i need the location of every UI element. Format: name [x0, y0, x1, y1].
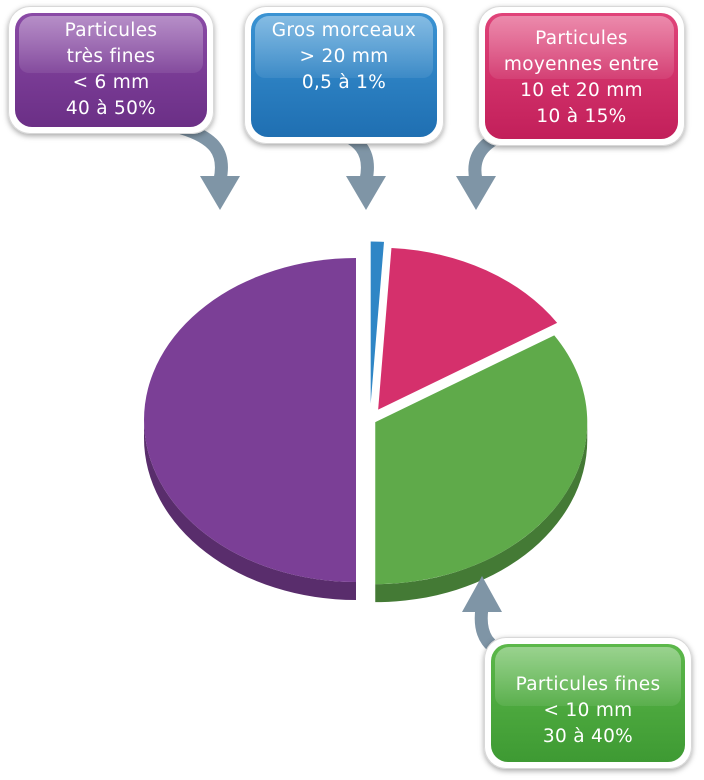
callout-line: Particules — [64, 20, 158, 41]
arrow-coarse-head — [346, 176, 386, 210]
callout-fine-particles: Particules fines < 10 mm 30 à 40% — [484, 637, 692, 769]
callout-very-fine-text: Particules très fines < 6 mm 40 à 50% — [15, 18, 207, 122]
callout-line: 0,5 à 1% — [301, 72, 387, 93]
callout-line: Particules — [535, 28, 628, 49]
pie-slices — [144, 241, 588, 603]
arrow-very-fine-head — [200, 176, 240, 210]
callout-line: Gros morceaux — [271, 20, 417, 41]
callout-line: 30 à 40% — [542, 726, 634, 747]
arrow-medium-head — [456, 176, 496, 210]
callout-coarse-text: Gros morceaux > 20 mm 0,5 à 1% — [251, 18, 437, 96]
pie-slice — [370, 241, 385, 404]
pie-slice — [375, 335, 588, 585]
callout-line: moyennes entre — [503, 54, 660, 75]
pie-slice — [378, 247, 558, 410]
callout-line: Particules fines — [515, 674, 661, 695]
arrow-fine-head — [462, 576, 502, 612]
callout-coarse-pieces: Gros morceaux > 20 mm 0,5 à 1% — [244, 6, 444, 144]
callout-medium-text: Particules moyennes entre 10 et 20 mm 10… — [485, 26, 678, 130]
pie-slice-side — [144, 420, 356, 600]
callout-very-fine-particles: Particules très fines < 6 mm 40 à 50% — [8, 6, 214, 134]
arrow-very-fine-shaft — [175, 121, 228, 187]
callout-line: < 10 mm — [543, 700, 633, 721]
callout-line: très fines — [66, 46, 156, 67]
callout-fine-body: Particules fines < 10 mm 30 à 40% — [491, 644, 685, 762]
callout-fine-text: Particules fines < 10 mm 30 à 40% — [491, 672, 685, 750]
callout-line: 40 à 50% — [65, 98, 157, 119]
callout-very-fine-body: Particules très fines < 6 mm 40 à 50% — [15, 13, 207, 127]
callout-line: > 20 mm — [299, 46, 389, 67]
callout-medium-body: Particules moyennes entre 10 et 20 mm 10… — [485, 13, 678, 139]
callout-line: 10 et 20 mm — [520, 80, 643, 101]
callout-line: < 6 mm — [72, 72, 150, 93]
pie-slice — [144, 258, 356, 582]
callout-coarse-body: Gros morceaux > 20 mm 0,5 à 1% — [251, 13, 437, 137]
callout-medium-particles: Particules moyennes entre 10 et 20 mm 10… — [478, 6, 685, 146]
pie-slice-side — [375, 422, 588, 603]
callout-line: 10 à 15% — [536, 106, 627, 127]
